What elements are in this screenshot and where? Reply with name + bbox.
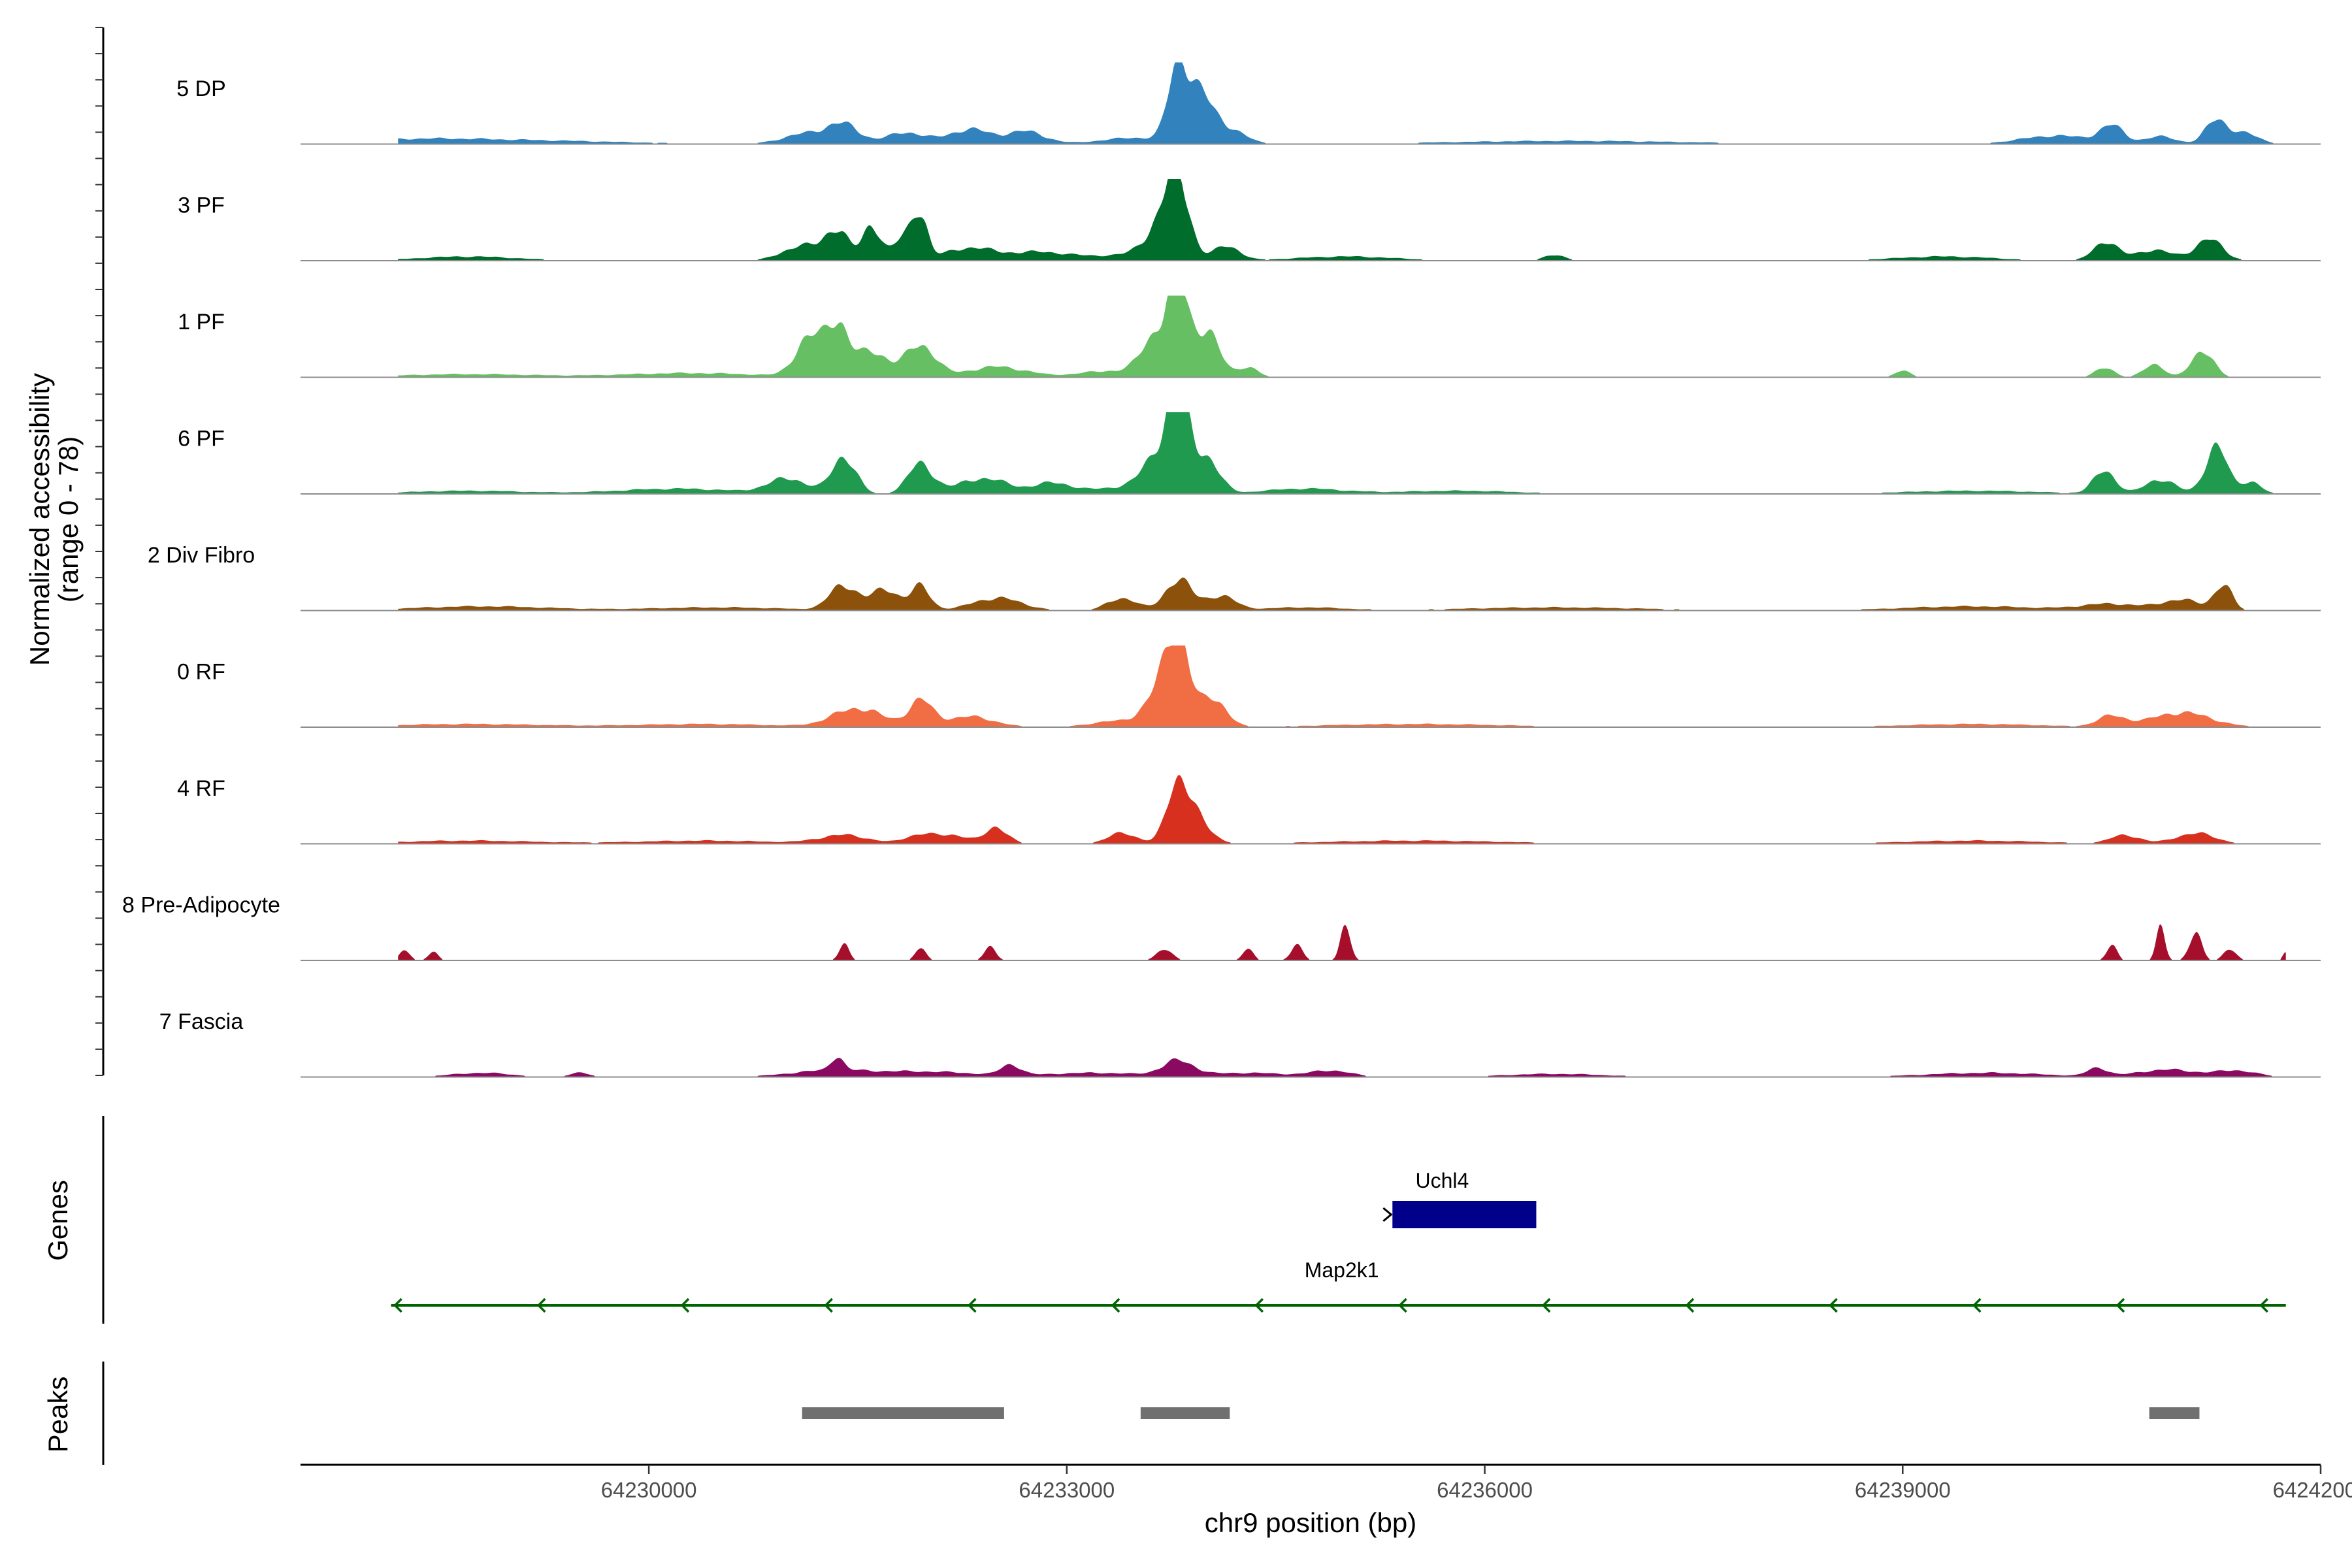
gene-strand-arrow: [393, 1298, 402, 1313]
gene-strand-arrow: [1111, 1298, 1120, 1313]
x-axis-title: chr9 position (bp): [1205, 1507, 1417, 1538]
track-area: [398, 924, 2286, 960]
gene-strand-arrow: [2259, 1298, 2268, 1313]
gene-strand-arrow: [1541, 1298, 1551, 1313]
x-axis: 64230000 64233000 64236000 64239000 64242000: [301, 1463, 2352, 1502]
track-label: 3 PF: [178, 193, 225, 218]
accessibility-tracks: 5 DP 3 PF 1 PF 6 PF 2 Div Fibro 0 RF 4 RF 8 Pre…: [122, 62, 2321, 1078]
track-0-rf: 0 RF: [177, 645, 2321, 728]
genes-track-title: Genes: [42, 1180, 73, 1261]
track-4-rf: 4 RF: [177, 775, 2321, 845]
track-label: 4 RF: [177, 776, 225, 801]
peaks-track-title: Peaks: [42, 1377, 73, 1453]
track-label: 1 PF: [178, 310, 225, 335]
track-label: 2 Div Fibro: [148, 543, 255, 568]
track-label: 5 DP: [176, 76, 226, 101]
gene-strand-arrow: [1972, 1298, 1982, 1313]
y-axis-title: Normalized accessibility: [24, 373, 55, 666]
gene-strand-arrow: [1829, 1298, 1838, 1313]
peak-region: [2149, 1407, 2200, 1419]
track-label: 7 Fascia: [159, 1009, 244, 1034]
x-tick-label: 64230000: [601, 1478, 697, 1502]
track-area: [398, 775, 2286, 844]
track-area: [398, 645, 2286, 727]
gene-strand-arrow: [680, 1298, 690, 1313]
peak-region: [1140, 1407, 1230, 1419]
track-area: [398, 578, 2286, 611]
genes-track: Uchl4 Map2k1: [102, 1116, 2286, 1324]
peaks-track: [102, 1362, 2200, 1465]
track-label: 8 Pre-Adipocyte: [122, 893, 280, 918]
gene-strand-arrow: [824, 1298, 833, 1313]
gene-label: Uchl4: [1415, 1169, 1469, 1192]
gene-exon: [1392, 1201, 1537, 1228]
x-tick-label: 64236000: [1437, 1478, 1533, 1502]
track-5-dp: 5 DP: [176, 62, 2321, 145]
x-tick-label: 64233000: [1019, 1478, 1115, 1502]
gene-strand-arrow: [1254, 1298, 1264, 1313]
track-area: [398, 295, 2286, 378]
track-6-pf: 6 PF: [178, 412, 2321, 495]
track-2-div-fibro: 2 Div Fibro: [148, 543, 2321, 612]
track-area: [398, 412, 2286, 494]
track-area: [398, 62, 2286, 144]
track-area: [398, 1058, 2286, 1077]
gene-strand-arrow: [967, 1298, 977, 1313]
x-tick-label: 64239000: [1855, 1478, 1951, 1502]
track-label: 0 RF: [177, 660, 225, 685]
peak-region: [802, 1407, 1004, 1419]
track-8-pre-adipocyte: 8 Pre-Adipocyte: [122, 893, 2321, 961]
gene-strand-arrow: [2115, 1298, 2125, 1313]
x-tick-label: 64242000: [2273, 1478, 2352, 1502]
gene-map2k1: Map2k1: [391, 1258, 2286, 1313]
y-axis-subtitle: (range 0 - 78): [53, 436, 84, 602]
gene-uchl4: Uchl4: [1382, 1169, 1537, 1228]
track-label: 6 PF: [178, 427, 225, 451]
track-1-pf: 1 PF: [178, 295, 2321, 378]
gene-strand-arrow: [536, 1298, 546, 1313]
y-axis: [95, 27, 105, 1076]
gene-strand-arrow: [1382, 1207, 1393, 1222]
track-3-pf: 3 PF: [178, 179, 2321, 261]
gene-strand-arrow: [1398, 1298, 1407, 1313]
gene-label: Map2k1: [1305, 1258, 1379, 1282]
track-7-fascia: 7 Fascia: [159, 1009, 2321, 1078]
track-area: [398, 179, 2286, 261]
gene-strand-arrow: [1685, 1298, 1695, 1313]
